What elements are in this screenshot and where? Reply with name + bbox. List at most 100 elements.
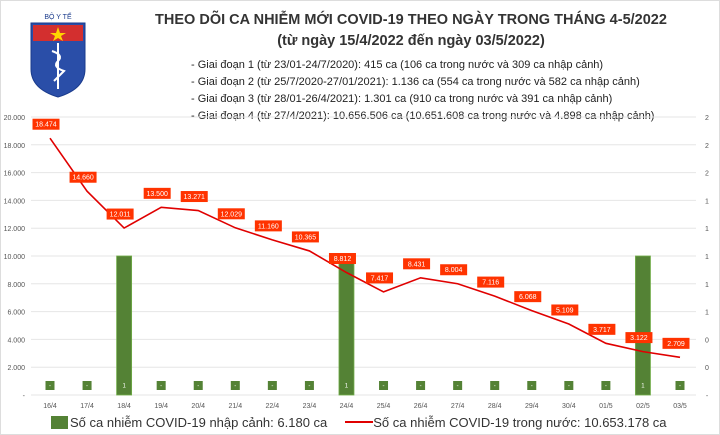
bar	[635, 255, 651, 396]
x-tick-label: 02/5	[636, 403, 650, 410]
right-tick-label: -	[706, 393, 709, 400]
bar	[453, 381, 463, 390]
bar	[230, 381, 240, 390]
right-tick-label: 1	[705, 282, 709, 289]
x-tick-label: 01/5	[599, 403, 613, 410]
right-tick-label: 1	[705, 254, 709, 261]
legend-line-swatch	[345, 421, 374, 423]
data-label: 14.660	[72, 175, 94, 182]
x-tick-label: 19/4	[154, 403, 168, 410]
data-label-box	[328, 253, 356, 265]
right-tick-label: 0	[705, 365, 709, 372]
data-label: 12.011	[110, 212, 131, 219]
bar	[601, 381, 611, 390]
legend: Số ca nhiễm COVID-19 nhập cảnh: 6.180 ca…	[51, 415, 711, 430]
data-label: 8.431	[408, 261, 426, 268]
left-tick-label: 20.000	[4, 115, 26, 122]
bar	[675, 381, 685, 390]
bar	[82, 381, 92, 390]
x-tick-label: 22/4	[266, 403, 280, 410]
phase-note: - Giai đoạn 3 (từ 28/01-26/4/2021): 1.30…	[191, 93, 613, 105]
bar-label: -	[679, 384, 681, 390]
data-label-box	[514, 291, 542, 303]
data-label-box	[32, 118, 60, 130]
data-label: 11.160	[258, 223, 279, 230]
bar	[116, 255, 133, 396]
data-label-box	[217, 208, 245, 220]
phase-note: - Giai đoạn 4 (từ 27/4/2021): 10.656.506…	[191, 110, 655, 122]
bar	[304, 381, 314, 390]
data-label-box	[662, 337, 690, 349]
ministry-of-health-logo: BỘ Y TẾ	[30, 11, 86, 98]
data-label: 13.500	[146, 191, 168, 198]
x-tick-label: 17/4	[80, 403, 94, 410]
left-tick-label: 10.000	[4, 254, 26, 261]
x-tick-label: 21/4	[228, 403, 242, 410]
bar-label: -	[86, 384, 88, 390]
left-tick-label: 2.000	[7, 365, 25, 372]
bar-label: -	[160, 384, 162, 390]
data-label-box	[625, 332, 653, 344]
data-label: 12.029	[221, 211, 243, 218]
data-label: 8.004	[445, 267, 463, 274]
left-tick-label: 4.000	[7, 337, 25, 344]
bar	[379, 381, 389, 390]
data-label: 6.068	[519, 294, 537, 301]
left-tick-label: 14.000	[4, 198, 26, 205]
bar	[45, 381, 55, 390]
bar	[527, 381, 537, 390]
bar-label: -	[457, 384, 459, 390]
data-label-box	[440, 264, 468, 276]
left-tick-label: -	[23, 393, 26, 400]
data-label: 3.717	[593, 327, 611, 334]
x-tick-label: 28/4	[488, 403, 502, 410]
x-tick-label: 27/4	[451, 403, 465, 410]
x-tick-label: 20/4	[191, 403, 205, 410]
svg-text:BỘ Y TẾ: BỘ Y TẾ	[44, 11, 72, 21]
bar	[490, 381, 500, 390]
data-label: 18.474	[35, 122, 57, 129]
bar	[267, 381, 277, 390]
right-tick-label: 1	[705, 310, 709, 317]
chart-title: THEO DÕI CA NHIỄM MỚI COVID-19 THEO NGÀY…	[155, 12, 667, 28]
bar-label: -	[420, 384, 422, 390]
left-tick-label: 8.000	[7, 282, 25, 289]
left-tick-label: 18.000	[4, 143, 26, 150]
x-tick-label: 18/4	[117, 403, 131, 410]
legend-bar-swatch	[51, 416, 68, 429]
data-label-box	[588, 323, 616, 335]
data-label-box	[477, 276, 505, 288]
phase-notes: - Giai đoạn 1 (từ 23/01-24/7/2020): 415 …	[191, 57, 711, 125]
left-tick-label: 12.000	[4, 226, 26, 233]
data-label: 13.271	[184, 194, 206, 201]
bar-label: -	[531, 384, 533, 390]
left-tick-label: 16.000	[4, 171, 26, 178]
x-tick-label: 26/4	[414, 403, 428, 410]
right-tick-label: 2	[705, 171, 709, 178]
bar-label: -	[568, 384, 570, 390]
data-label: 3.122	[630, 335, 648, 342]
x-tick-label: 24/4	[340, 403, 354, 410]
bar-label: 1	[345, 384, 349, 390]
line-series	[49, 137, 681, 359]
right-tick-label: 2	[705, 143, 709, 150]
x-tick-label: 29/4	[525, 403, 539, 410]
bar-label: -	[271, 384, 273, 390]
data-label: 10.365	[295, 234, 317, 241]
data-label-box	[551, 304, 579, 316]
bar-label: 1	[641, 384, 645, 390]
bar-label: -	[605, 384, 607, 390]
data-label: 5.109	[556, 307, 574, 314]
bar	[156, 381, 166, 390]
x-tick-label: 30/4	[562, 403, 576, 410]
phase-note: - Giai đoạn 1 (từ 23/01-24/7/2020): 415 …	[191, 59, 604, 71]
legend-bar-label: Số ca nhiễm COVID-19 nhập cảnh: 6.180 ca	[70, 415, 328, 430]
bar-label: -	[383, 384, 385, 390]
bar	[416, 381, 426, 390]
data-label-box	[366, 272, 394, 284]
data-label-box	[69, 171, 97, 183]
data-label: 7.116	[482, 280, 499, 287]
data-label-box	[291, 231, 319, 243]
